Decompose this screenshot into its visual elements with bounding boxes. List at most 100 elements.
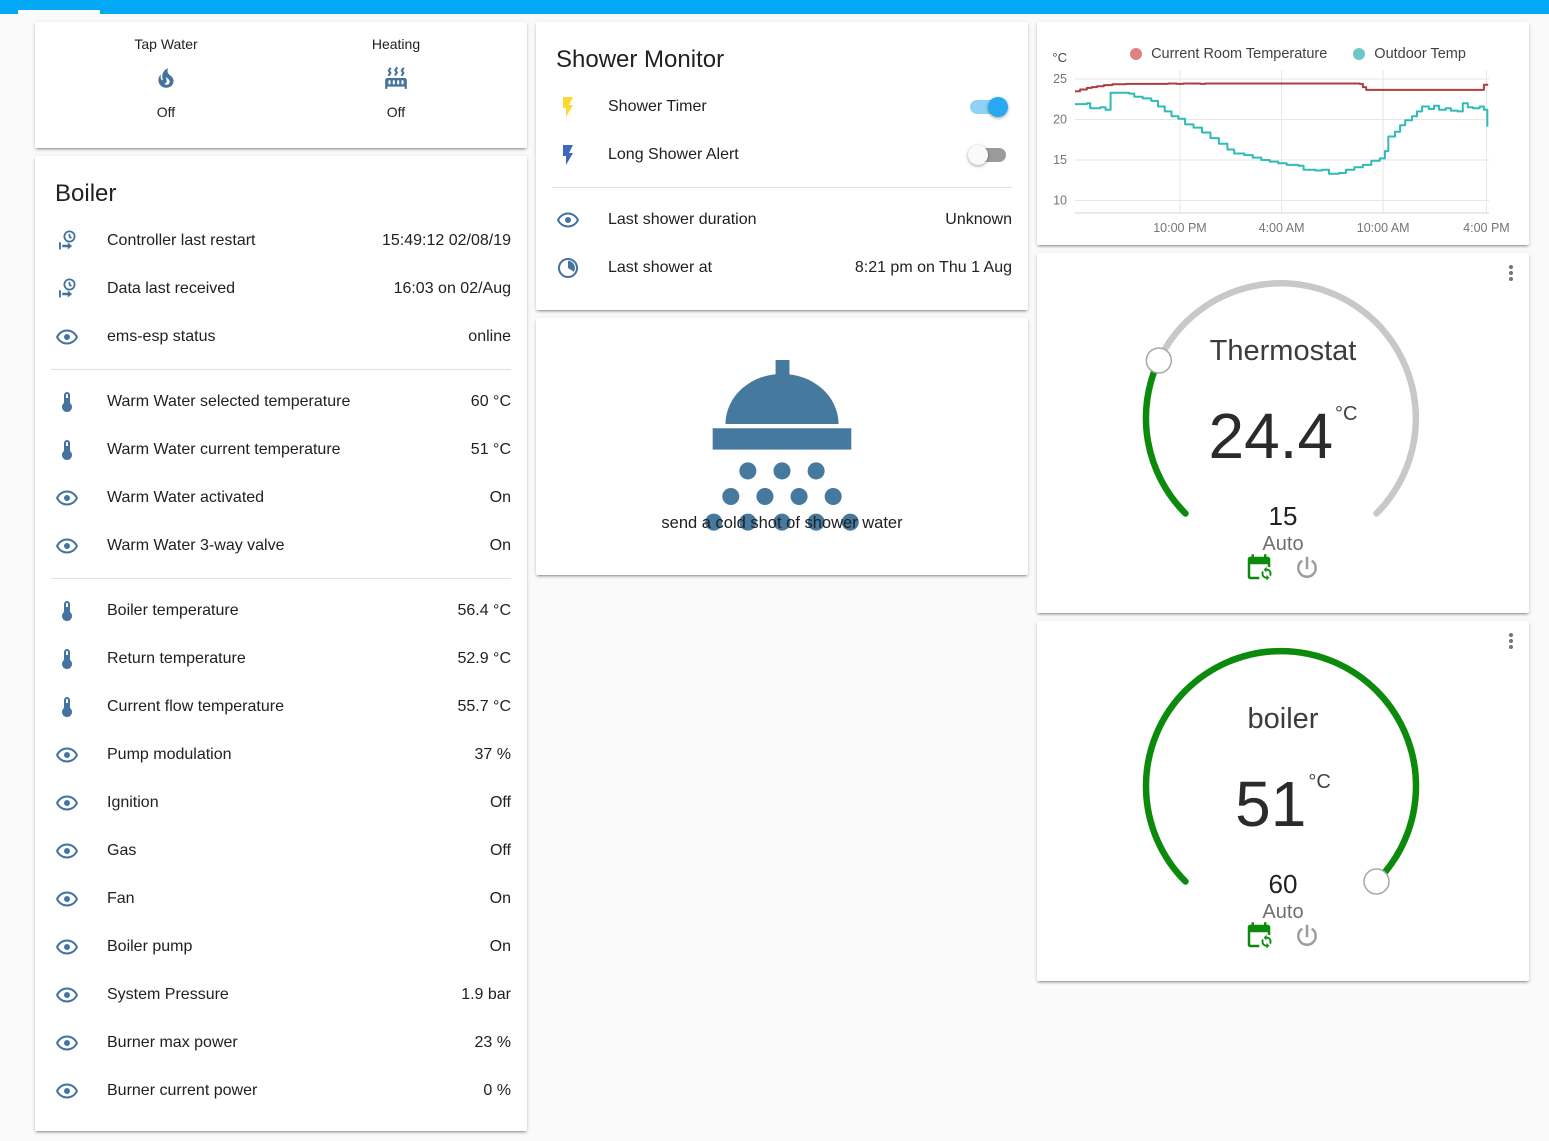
entity-row[interactable]: Warm Water 3-way valve On bbox=[51, 522, 511, 570]
power-button[interactable] bbox=[1292, 553, 1322, 583]
flash-icon bbox=[556, 143, 580, 167]
column-2: Shower Monitor Shower Timer Long Shower A… bbox=[536, 22, 1028, 1131]
entity-row[interactable]: Gas Off bbox=[51, 827, 511, 875]
toggle-switch-on[interactable] bbox=[970, 96, 1008, 117]
toggle-row: Shower Timer bbox=[552, 83, 1012, 131]
card-menu-button[interactable] bbox=[1499, 629, 1523, 653]
divider bbox=[51, 368, 511, 370]
climate-current-temperature: 24.4 °C bbox=[1208, 400, 1358, 472]
fire-icon bbox=[153, 65, 179, 91]
entity-row[interactable]: Warm Water selected temperature 60 °C bbox=[51, 378, 511, 426]
eye-icon bbox=[55, 935, 79, 959]
glance-item-state: Off bbox=[386, 104, 406, 120]
entity-label: Current flow temperature bbox=[107, 697, 284, 715]
entity-label: Boiler temperature bbox=[107, 601, 239, 619]
entity-value: 51 °C bbox=[470, 440, 511, 458]
calendar-sync-button[interactable] bbox=[1244, 553, 1274, 583]
entity-row[interactable]: Ignition Off bbox=[51, 779, 511, 827]
legend-label: Outdoor Temp bbox=[1374, 46, 1466, 62]
toggle-knob bbox=[988, 96, 1008, 117]
clock-start-icon bbox=[55, 229, 79, 253]
entity-row[interactable]: Last shower at 8:21 pm on Thu 1 Aug bbox=[552, 244, 1012, 292]
temperature-chart: °C 10 15 20 25 10:00 PM 4:00 AM 10:00 AM 4:00 PM bbox=[1052, 50, 1509, 235]
eye-icon bbox=[55, 1031, 79, 1055]
entity-row[interactable]: Warm Water current temperature 51 °C bbox=[51, 426, 511, 474]
entity-value: 15:49:12 02/08/19 bbox=[381, 231, 511, 249]
boiler-card: Boiler Controller last restart 15:49:12 0… bbox=[35, 156, 527, 1131]
entity-value: 16:03 on 02/Aug bbox=[393, 279, 511, 297]
entity-label: Gas bbox=[107, 841, 137, 859]
entity-row[interactable]: System Pressure 1.9 bar bbox=[51, 971, 511, 1019]
card-menu-button[interactable] bbox=[1499, 261, 1523, 285]
climate-actions bbox=[1037, 921, 1529, 951]
entity-label: Controller last restart bbox=[107, 231, 256, 249]
entity-row[interactable]: Data last received 16:03 on 02/Aug bbox=[51, 265, 511, 313]
clock-start-icon bbox=[55, 277, 79, 301]
entity-label: Last shower at bbox=[608, 258, 713, 276]
glance-item-name: Heating bbox=[371, 36, 421, 52]
shower-button-label: send a cold shot of shower water bbox=[661, 514, 903, 532]
climate-card-thermostat: Thermostat 24.4 °C 15 Auto bbox=[1037, 253, 1529, 613]
entity-row[interactable]: Return temperature 52.9 °C bbox=[51, 635, 511, 683]
active-tab-indicator[interactable] bbox=[18, 10, 100, 14]
entity-value: 37 % bbox=[474, 745, 511, 763]
entity-label: Burner current power bbox=[107, 1081, 258, 1099]
thermometer-icon bbox=[55, 695, 79, 719]
dial-handle[interactable] bbox=[1145, 347, 1173, 374]
entity-label: Warm Water 3-way valve bbox=[107, 536, 285, 554]
eye-icon bbox=[55, 1079, 79, 1103]
climate-actions bbox=[1037, 553, 1529, 583]
entity-label: Data last received bbox=[107, 279, 236, 297]
glance-card: Tap Water Off Heating Off bbox=[35, 22, 527, 148]
entity-value: On bbox=[489, 488, 511, 506]
climate-card-boiler: boiler 51 °C 60 Auto bbox=[1037, 621, 1529, 981]
entity-row[interactable]: Pump modulation 37 % bbox=[51, 731, 511, 779]
eye-icon bbox=[55, 887, 79, 911]
entity-value: Off bbox=[489, 793, 511, 811]
history-chart-card: Current Room Temperature Outdoor Temp °C 1… bbox=[1037, 22, 1529, 245]
power-button[interactable] bbox=[1292, 921, 1322, 951]
entity-row[interactable]: Burner current power 0 % bbox=[51, 1067, 511, 1115]
entity-row[interactable]: Boiler temperature 56.4 °C bbox=[51, 587, 511, 635]
entity-row[interactable]: Burner max power 23 % bbox=[51, 1019, 511, 1067]
climate-current-temperature: 51 °C bbox=[1235, 768, 1331, 840]
entity-row[interactable]: Warm Water activated On bbox=[51, 474, 511, 522]
entity-value: On bbox=[489, 536, 511, 554]
y-tick-label: 10 bbox=[1053, 194, 1067, 208]
entity-row[interactable]: Controller last restart 15:49:12 02/08/19 bbox=[51, 217, 511, 265]
entity-row[interactable]: ems-esp status online bbox=[51, 313, 511, 361]
dial-handle[interactable] bbox=[1363, 868, 1390, 895]
eye-icon bbox=[55, 983, 79, 1007]
toggle-label: Shower Timer bbox=[608, 97, 707, 115]
radiator-icon bbox=[383, 65, 409, 91]
shower-button-card[interactable]: send a cold shot of shower water bbox=[536, 318, 1028, 575]
divider bbox=[552, 186, 1012, 188]
glance-item-tap-water[interactable]: Tap Water Off bbox=[51, 36, 281, 138]
entity-label: Return temperature bbox=[107, 649, 246, 667]
entity-row[interactable]: Last shower duration Unknown bbox=[552, 196, 1012, 244]
entity-row[interactable]: Fan On bbox=[51, 875, 511, 923]
entity-row[interactable]: Current flow temperature 55.7 °C bbox=[51, 683, 511, 731]
glance-item-heating[interactable]: Heating Off bbox=[281, 36, 511, 138]
thermometer-icon bbox=[55, 599, 79, 623]
entity-value: 52.9 °C bbox=[457, 649, 511, 667]
entity-label: Burner max power bbox=[107, 1033, 238, 1051]
toggle-label: Long Shower Alert bbox=[608, 145, 739, 163]
boiler-card-title: Boiler bbox=[55, 180, 117, 207]
chart-legend: Current Room Temperature Outdoor Temp bbox=[1077, 46, 1519, 62]
toggle-switch-off[interactable] bbox=[968, 144, 1006, 165]
calendar-sync-button[interactable] bbox=[1244, 921, 1274, 951]
y-tick-label: 25 bbox=[1053, 72, 1067, 86]
entity-label: Boiler pump bbox=[107, 937, 193, 955]
clock-sector-icon bbox=[556, 256, 580, 280]
entity-value: 55.7 °C bbox=[457, 697, 511, 715]
entity-label: Warm Water activated bbox=[107, 488, 265, 506]
entity-row[interactable]: Boiler pump On bbox=[51, 923, 511, 971]
eye-icon bbox=[55, 486, 79, 510]
climate-title: Thermostat bbox=[1209, 335, 1357, 367]
app-bar bbox=[0, 0, 1549, 14]
flash-icon bbox=[556, 95, 580, 119]
legend-label: Current Room Temperature bbox=[1151, 46, 1328, 62]
dial-arc bbox=[1142, 647, 1420, 885]
